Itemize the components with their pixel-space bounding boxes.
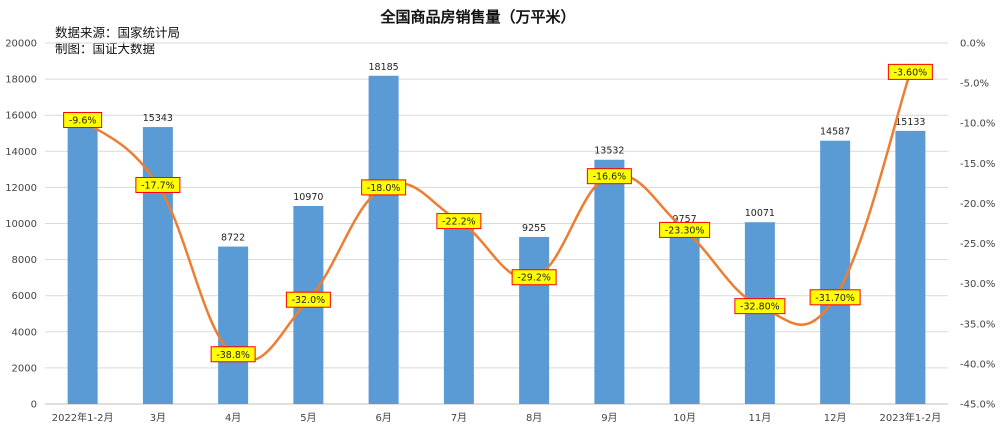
left-tick-label: 4000 <box>12 327 37 338</box>
bar-value-label: 18185 <box>369 62 399 73</box>
left-tick-label: 12000 <box>5 183 37 194</box>
left-tick-label: 14000 <box>5 147 37 158</box>
line-label-box <box>586 168 632 185</box>
left-tick-label: 18000 <box>5 75 37 86</box>
bar-value-label: 9255 <box>522 223 546 234</box>
right-axis-ticks: 0.0% -5.0% -10.0% -15.0% -20.0% -25.0% -30.0% -… <box>960 39 995 411</box>
bar <box>368 75 399 405</box>
left-tick-label: 16000 <box>5 111 37 122</box>
right-tick-label: -20.0% <box>960 199 995 210</box>
right-tick-label: -35.0% <box>960 319 995 330</box>
chart-title: 全国商品房销售量（万平米） <box>379 8 575 26</box>
line-value-label: -16.6% <box>593 172 627 183</box>
x-tick-label: 12月 <box>824 412 847 424</box>
left-tick-label: 10000 <box>5 219 37 230</box>
right-tick-label: -25.0% <box>960 239 995 250</box>
x-tick-label: 8月 <box>526 412 542 424</box>
bar-value-label: 15133 <box>895 117 925 128</box>
line-label-box <box>210 346 256 363</box>
x-tick-label: 3月 <box>150 412 166 424</box>
x-tick-label: 5月 <box>300 412 316 424</box>
line-value-label: -32.80% <box>740 302 780 313</box>
line-label-box <box>511 269 557 286</box>
bar-value-label: 9757 <box>673 214 697 225</box>
line-value-label: -29.2% <box>517 273 551 284</box>
line-series <box>81 70 912 362</box>
left-tick-label: 20000 <box>5 39 37 50</box>
right-tick-label: -5.0% <box>960 79 989 90</box>
line-label-box <box>436 213 482 230</box>
bar-value-label: 15343 <box>143 113 173 124</box>
bar <box>669 227 700 404</box>
bar <box>820 140 851 404</box>
x-tick-label: 7月 <box>451 412 467 424</box>
line-value-label: -23.30% <box>665 225 705 236</box>
right-tick-label: -45.0% <box>960 400 995 411</box>
bar <box>519 236 550 404</box>
right-tick-label: -30.0% <box>960 279 995 290</box>
line-label-box <box>809 289 861 306</box>
x-tick-label: 4月 <box>225 412 241 424</box>
x-tick-label: 2023年1-2月 <box>879 411 941 424</box>
x-tick-label: 9月 <box>601 412 617 424</box>
bar <box>67 120 98 405</box>
line-label-box <box>734 298 786 315</box>
line-value-labels: -9.6% -17.7% -38.8% -32.0% -18.0% -22.2% -29.2… <box>63 63 933 363</box>
x-tick-label: 10月 <box>673 412 696 424</box>
left-tick-label: 8000 <box>12 255 37 266</box>
bar-value-label: 13532 <box>594 146 624 157</box>
bar <box>594 159 625 404</box>
bar-value-label: 8722 <box>221 233 245 244</box>
line-value-label: -32.0% <box>292 295 326 306</box>
line-value-label: -38.8% <box>216 350 250 361</box>
line-label-box <box>63 112 103 129</box>
right-tick-label: -40.0% <box>960 359 995 370</box>
bar-series <box>67 75 926 405</box>
line-value-label: -9.6% <box>69 116 97 127</box>
x-tick-label: 6月 <box>375 412 391 424</box>
left-tick-label: 6000 <box>12 291 37 302</box>
x-axis-ticks: 2022年1-2月 3月 4月 5月 6月 7月 8月 9月 10月 11月 12月 2023年1-2… <box>52 411 942 424</box>
line-value-label: -31.70% <box>815 293 855 304</box>
line-value-label: -22.2% <box>442 217 476 228</box>
line-label-box <box>361 179 407 196</box>
line-label-box <box>285 291 331 308</box>
right-tick-label: -10.0% <box>960 119 995 130</box>
line-label-box <box>135 176 181 193</box>
x-tick-label: 2022年1-2月 <box>52 411 114 424</box>
right-tick-label: -15.0% <box>960 159 995 170</box>
annotation-author: 制图：国证大数据 <box>55 41 155 56</box>
line-value-label: -17.7% <box>141 180 175 191</box>
bar <box>443 228 474 404</box>
bar-value-label: 10071 <box>745 208 775 219</box>
right-tick-label: 0.0% <box>960 39 985 50</box>
gridlines <box>45 42 948 405</box>
line-path <box>81 70 912 362</box>
bar-value-label: 10970 <box>293 192 323 203</box>
bar <box>142 127 173 405</box>
left-tick-label: 2000 <box>12 363 37 374</box>
line-value-label: -18.0% <box>367 183 401 194</box>
x-tick-label: 11月 <box>749 412 772 424</box>
bar <box>218 246 249 404</box>
line-value-label: -3.60% <box>894 67 928 78</box>
left-tick-label: 0 <box>31 400 37 411</box>
line-label-box <box>659 221 711 238</box>
bar-value-label: 14587 <box>820 127 850 138</box>
left-axis-ticks: 0 2000 4000 6000 8000 10000 12000 14000 16000 180… <box>5 39 37 411</box>
bar <box>895 130 926 404</box>
annotation-source: 数据来源：国家统计局 <box>55 25 180 40</box>
line-label-box <box>887 63 933 80</box>
